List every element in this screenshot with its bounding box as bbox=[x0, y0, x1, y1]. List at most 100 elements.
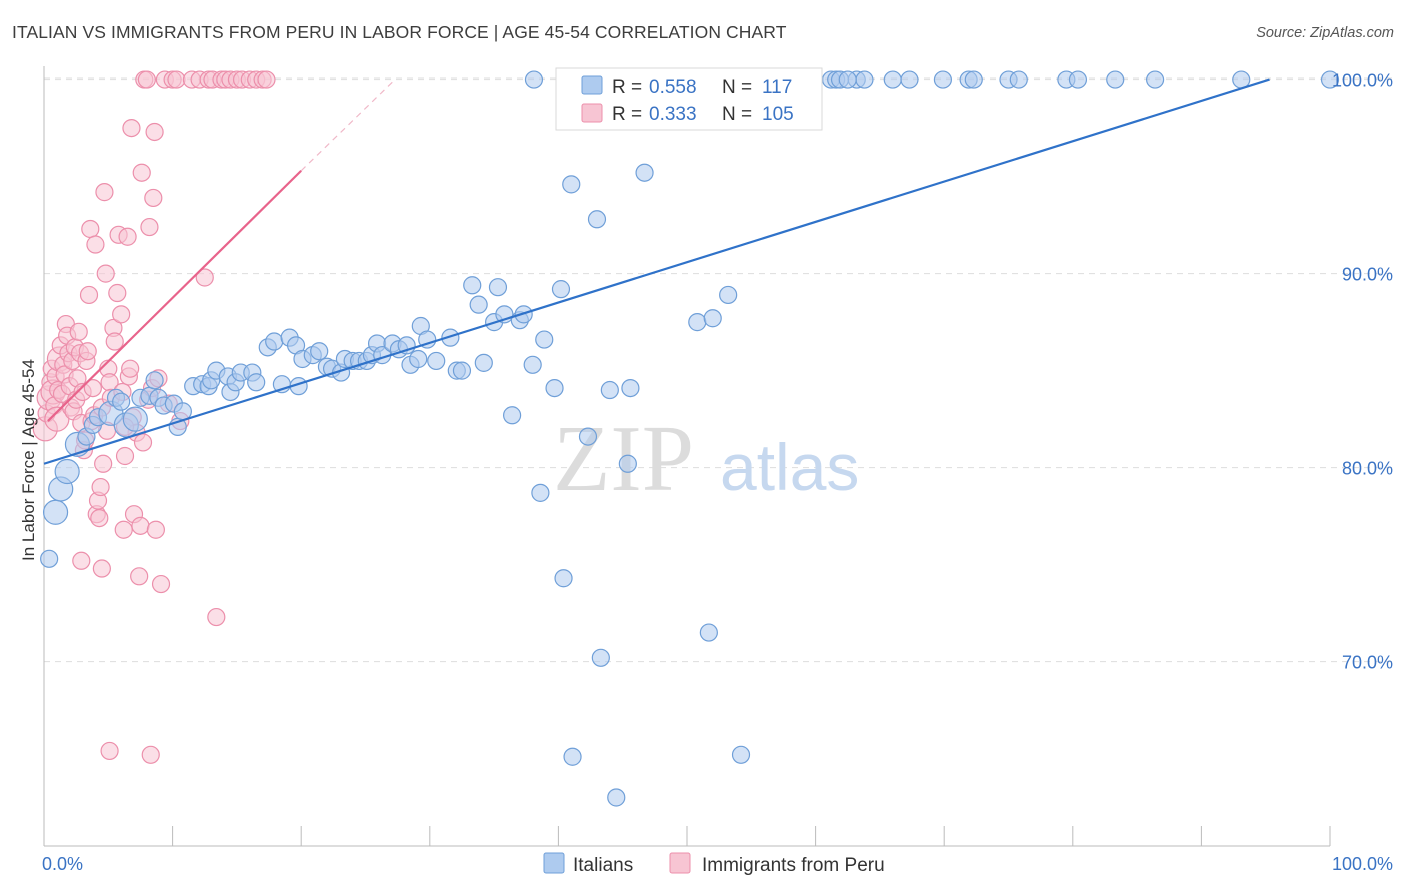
peru-point bbox=[112, 305, 131, 324]
peru-point bbox=[118, 227, 137, 246]
legend-bottom: Italians Immigrants from Peru bbox=[543, 852, 885, 876]
italian-point bbox=[441, 328, 460, 347]
italian-point bbox=[699, 623, 718, 642]
italian-point bbox=[600, 380, 619, 400]
italian-point bbox=[40, 549, 59, 568]
peru-point bbox=[145, 122, 164, 142]
peru-point bbox=[141, 745, 160, 764]
peru-point bbox=[115, 446, 135, 466]
peru-point bbox=[131, 516, 150, 535]
legend-bottom-swatch-peru bbox=[669, 852, 691, 874]
peru-point bbox=[144, 188, 163, 208]
y-axis-label: In Labor Force | Age 45-54 bbox=[19, 359, 38, 561]
italian-point bbox=[265, 332, 284, 351]
italian-point bbox=[688, 313, 707, 332]
italian-point bbox=[409, 349, 428, 369]
tick-labels: 70.0% 80.0% 90.0% 100.0% 0.0% 100.0% bbox=[42, 71, 1393, 874]
italian-point bbox=[855, 70, 874, 89]
x-tick-label-min: 0.0% bbox=[42, 854, 83, 874]
peru-point bbox=[132, 163, 151, 182]
italian-point bbox=[310, 342, 329, 361]
axes bbox=[43, 66, 1331, 847]
italian-point bbox=[469, 295, 488, 314]
italian-point bbox=[562, 175, 581, 194]
italian-point bbox=[900, 70, 919, 89]
italian-point bbox=[524, 70, 544, 89]
italian-point bbox=[563, 747, 582, 766]
italian-point bbox=[463, 276, 482, 295]
italian-point bbox=[964, 70, 983, 89]
italian-point bbox=[535, 330, 554, 349]
peru-point bbox=[95, 183, 114, 202]
peru-point bbox=[146, 520, 165, 539]
italian-point bbox=[1320, 70, 1340, 89]
legend-r-label-2: R = bbox=[612, 104, 642, 125]
italian-point bbox=[933, 70, 953, 89]
italian-point bbox=[54, 458, 80, 485]
legend-top: R = 0.558 N = 117 R = 0.333 N = 105 bbox=[555, 67, 823, 131]
legend-n-value-2: 105 bbox=[762, 104, 794, 125]
y-tick-label: 90.0% bbox=[1342, 265, 1393, 285]
italian-point bbox=[551, 280, 571, 299]
peru-point bbox=[72, 551, 91, 570]
legend-bottom-italians: Italians bbox=[573, 855, 633, 876]
peru-point bbox=[100, 741, 119, 761]
italian-point bbox=[112, 392, 131, 411]
peru-point bbox=[81, 219, 100, 239]
italian-point bbox=[474, 353, 493, 372]
legend-n-label-2: N = bbox=[722, 104, 752, 125]
italian-point bbox=[247, 373, 266, 392]
italian-point bbox=[145, 371, 164, 390]
italian-point bbox=[618, 454, 637, 473]
italian-point bbox=[1146, 70, 1165, 89]
peru-point bbox=[69, 322, 88, 341]
legend-bottom-swatch-italians bbox=[543, 852, 565, 874]
peru-point bbox=[108, 283, 127, 303]
watermark-atlas: atlas bbox=[720, 430, 859, 504]
italian-point bbox=[719, 285, 738, 305]
italian-point bbox=[488, 278, 508, 297]
source-label: Source: ZipAtlas.com bbox=[1256, 25, 1394, 41]
italian-point bbox=[427, 351, 446, 371]
x-tick-label-max: 100.0% bbox=[1332, 854, 1393, 874]
trend-line-peru bbox=[47, 169, 302, 422]
peru-point bbox=[94, 454, 113, 473]
trend-line-italians bbox=[43, 78, 1270, 465]
peru-point bbox=[133, 433, 153, 452]
italian-point bbox=[554, 569, 573, 588]
italian-point bbox=[883, 70, 902, 89]
legend-n-label-1: N = bbox=[722, 77, 752, 98]
peru-point bbox=[91, 477, 110, 497]
italian-point bbox=[1106, 70, 1125, 89]
peru-points bbox=[32, 70, 276, 764]
watermark: ZIP atlas bbox=[553, 407, 859, 511]
peru-point bbox=[167, 70, 186, 89]
chart-title: ITALIAN VS IMMIGRANTS FROM PERU IN LABOR… bbox=[12, 22, 787, 42]
peru-point bbox=[122, 118, 141, 138]
italian-point bbox=[621, 378, 640, 398]
peru-point bbox=[121, 359, 140, 378]
peru-point bbox=[105, 332, 124, 351]
legend-r-value-1: 0.558 bbox=[649, 77, 697, 98]
trend-line-peru-extension bbox=[300, 79, 396, 172]
peru-point bbox=[78, 342, 97, 361]
italian-point bbox=[1068, 70, 1088, 89]
italian-point bbox=[503, 406, 522, 425]
peru-point bbox=[257, 70, 276, 89]
peru-point bbox=[130, 567, 149, 586]
legend-n-value-1: 117 bbox=[762, 77, 792, 98]
italian-point bbox=[122, 406, 148, 432]
peru-point bbox=[140, 217, 159, 237]
peru-point bbox=[207, 607, 226, 627]
peru-point bbox=[195, 268, 214, 287]
italian-point bbox=[587, 210, 607, 229]
legend-r-label-1: R = bbox=[612, 77, 642, 98]
peru-point bbox=[92, 559, 111, 578]
y-tick-label: 100.0% bbox=[1332, 71, 1393, 91]
y-tick-label: 70.0% bbox=[1342, 653, 1393, 673]
legend-swatch-italians bbox=[581, 75, 603, 95]
italian-point bbox=[42, 499, 69, 525]
italian-point bbox=[731, 745, 751, 764]
italian-point bbox=[578, 427, 598, 446]
